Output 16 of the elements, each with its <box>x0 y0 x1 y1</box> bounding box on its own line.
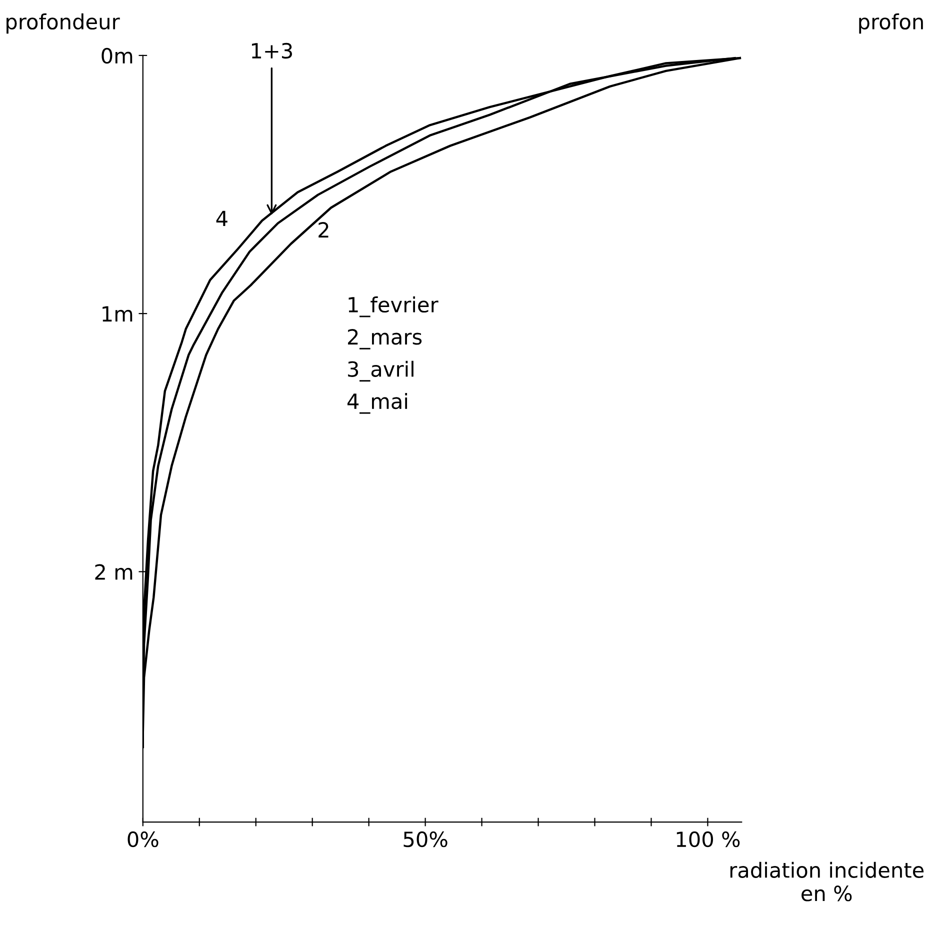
y-axis-title: profondeur <box>6 13 120 34</box>
x-tick-label: 100 % <box>676 831 740 848</box>
x-tick-label: 50% <box>404 831 448 848</box>
annotation: 4 <box>216 210 228 226</box>
text: profon <box>859 13 923 34</box>
annotation: 1_fevrier <box>348 296 438 318</box>
y-tick-label: 0m <box>102 48 132 64</box>
annotation: 2 <box>318 222 328 238</box>
y-tick-label: 2 m <box>95 564 132 580</box>
annotation: 2_mars <box>348 328 422 350</box>
y-tick-label: 1m <box>102 306 132 322</box>
annotation: 3_avril <box>348 360 414 382</box>
annotation: 1+3 <box>252 42 292 59</box>
x-tick-label: 0% <box>128 831 158 848</box>
x-axis-title: radiation incidente en % <box>730 862 924 902</box>
annotation: 4_mai <box>347 393 408 414</box>
